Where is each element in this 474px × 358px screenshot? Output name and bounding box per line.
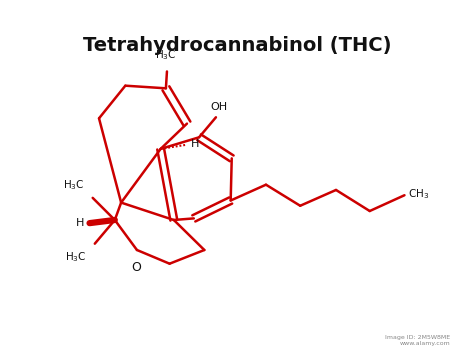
Text: H: H bbox=[191, 139, 200, 149]
Text: OH: OH bbox=[210, 102, 228, 112]
Text: H$_3$C: H$_3$C bbox=[63, 178, 85, 192]
Text: Image ID: 2M5W8ME
www.alamy.com: Image ID: 2M5W8ME www.alamy.com bbox=[385, 335, 450, 345]
Text: CH$_3$: CH$_3$ bbox=[408, 187, 429, 201]
Text: H$_3$C: H$_3$C bbox=[155, 48, 177, 62]
Text: H: H bbox=[76, 218, 84, 228]
Text: O: O bbox=[131, 261, 141, 274]
Text: H$_3$C: H$_3$C bbox=[65, 250, 87, 264]
Text: Tetrahydrocannabinol (THC): Tetrahydrocannabinol (THC) bbox=[83, 36, 391, 55]
Text: alamy: alamy bbox=[19, 335, 57, 345]
